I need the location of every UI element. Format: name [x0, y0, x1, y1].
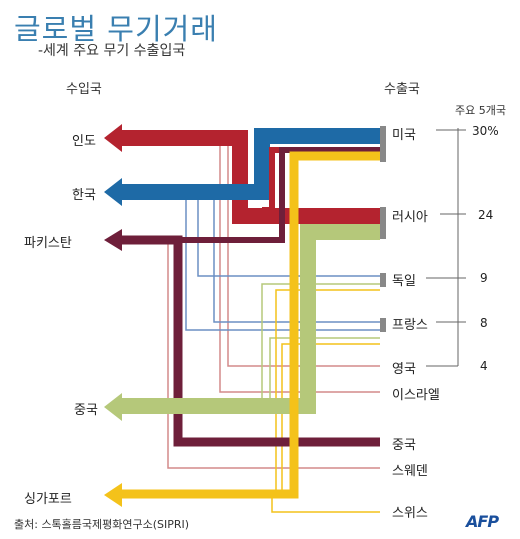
exporter-switzerland: 스위스 — [392, 506, 428, 521]
arrow-pakistan — [104, 229, 122, 251]
exporter-germany: 독일 — [392, 274, 416, 289]
arrow-singapore — [104, 483, 122, 507]
importer-korea: 한국 — [72, 188, 96, 203]
share-russia: 24 — [478, 208, 494, 222]
share-header: 주요 5개국 — [455, 104, 506, 117]
share-uk: 4 — [480, 359, 488, 373]
arrow-china — [104, 393, 122, 421]
page-title: 글로벌 무기거래 — [14, 12, 218, 46]
importer-singapore: 싱가포르 — [24, 492, 72, 507]
exporter-china: 중국 — [392, 438, 416, 453]
importer-header: 수입국 — [66, 82, 102, 97]
importer-pakistan: 파키스탄 — [24, 236, 72, 251]
marker-russia — [380, 207, 386, 239]
importer-china: 중국 — [74, 403, 98, 418]
flow-russia-china — [118, 224, 380, 414]
exporter-header: 수출국 — [384, 82, 420, 97]
exporter-usa: 미국 — [392, 128, 416, 143]
marker-france — [380, 318, 386, 332]
share-france: 8 — [480, 316, 488, 330]
exporter-israel: 이스라엘 — [392, 388, 440, 403]
page-subtitle: -세계 주요 무기 수출입국 — [38, 43, 186, 59]
flow-france-singapore — [118, 343, 380, 497]
exporter-russia: 러시아 — [392, 210, 428, 225]
exporter-uk: 영국 — [392, 362, 416, 377]
importer-india: 인도 — [72, 134, 96, 149]
arrow-india — [104, 124, 122, 152]
exporter-france: 프랑스 — [392, 318, 428, 333]
afp-logo: AFP — [466, 512, 499, 531]
flow-uk-india — [118, 137, 380, 367]
flow-russia-india — [118, 130, 380, 224]
share-germany: 9 — [480, 271, 488, 285]
source-note: 출처: 스톡홀름국제평화연구소(SIPRI) — [14, 518, 190, 531]
flow-china-pakistan — [118, 235, 380, 447]
flow-france-china — [118, 337, 380, 409]
flow-usa-pakistan — [118, 147, 380, 243]
marker-germany — [380, 273, 386, 287]
flow-sweden-pakistan — [118, 239, 380, 469]
flow-israel-india — [118, 137, 380, 393]
marker-usa — [380, 126, 386, 162]
flow-germany-singapore — [118, 289, 380, 497]
exporter-sweden: 스웨덴 — [392, 464, 428, 479]
flow-usa-korea — [118, 128, 380, 200]
flow-usa-singapore — [118, 151, 380, 499]
flow-germany-china — [118, 283, 380, 409]
arrow-korea — [104, 178, 122, 206]
share-usa: 30% — [472, 124, 499, 138]
